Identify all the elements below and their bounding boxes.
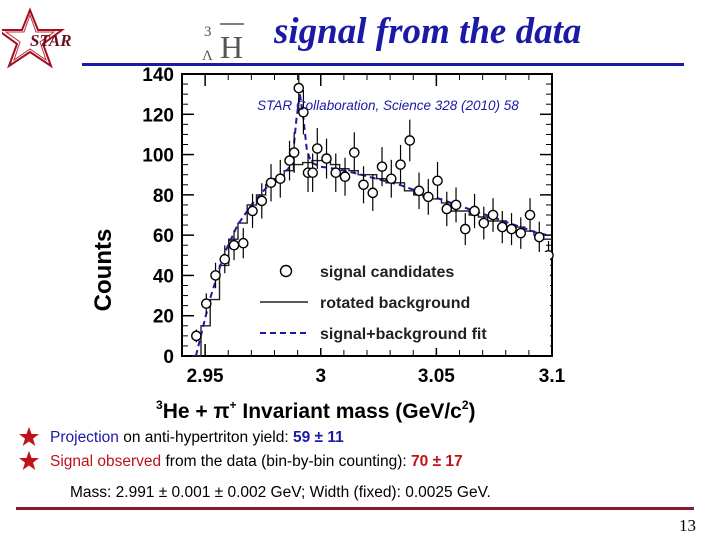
signal-candidate-point xyxy=(348,147,360,158)
y-tick-label: 100 xyxy=(142,146,174,167)
x-tick-label: 3.05 xyxy=(418,366,455,387)
page-number: 13 xyxy=(679,516,696,535)
x-label-c-sup: 2 xyxy=(462,398,469,412)
signal-candidate-point xyxy=(288,147,300,158)
x-label-he: He + π xyxy=(163,400,230,423)
bullet-projection: Projection on anti-hypertriton yield: 59… xyxy=(50,429,344,447)
bullet-signal-lead: Signal observed xyxy=(50,453,162,470)
x-axis-label: 3He + π+ Invariant mass (GeV/c2) xyxy=(156,398,476,423)
symbol-subscript: Λ xyxy=(202,48,213,64)
x-label-rest: Invariant mass (GeV/c xyxy=(237,400,463,423)
signal-candidate-point xyxy=(367,187,379,199)
signal-candidate-point xyxy=(376,161,388,172)
signal-candidate-point xyxy=(330,167,342,178)
legend-label: signal candidates xyxy=(320,264,454,281)
signal-candidate-point xyxy=(247,205,258,217)
signal-candidate-point xyxy=(274,173,286,185)
legend-marker-circle xyxy=(279,264,293,278)
y-tick-label: 40 xyxy=(153,266,174,287)
bullet-projection-value: 59 ± 11 xyxy=(292,429,344,446)
signal-candidate-point xyxy=(404,135,416,146)
signal-candidate-point xyxy=(228,239,240,251)
signal-candidate-point xyxy=(395,159,406,170)
legend-label: signal+background fit xyxy=(320,326,487,343)
signal-candidate-point xyxy=(459,223,471,235)
signal-candidate-point xyxy=(200,298,212,309)
bullet-signal-value: 70 ± 17 xyxy=(411,453,463,470)
citation: STAR Collaboration, Science 328 (2010) 5… xyxy=(257,98,519,113)
symbol-main: H xyxy=(220,29,243,64)
page-title: signal from the data xyxy=(274,11,582,52)
signal-candidate-point xyxy=(219,254,231,265)
symbol-superscript: 3 xyxy=(204,24,212,40)
title-underline xyxy=(82,63,684,66)
bullet-projection-lead: Projection xyxy=(50,429,119,446)
y-tick-label: 120 xyxy=(142,105,174,126)
x-label-end: ) xyxy=(469,400,476,423)
y-tick-label: 60 xyxy=(153,226,174,247)
signal-candidate-point xyxy=(422,191,434,203)
signal-candidate-point xyxy=(515,227,527,239)
signal-candidate-point xyxy=(210,270,221,281)
signal-candidate-point xyxy=(432,175,443,187)
footer-rule xyxy=(16,507,694,510)
signal-candidate-point xyxy=(450,199,462,211)
signal-candidate-point xyxy=(321,153,332,164)
chart-legend: signal candidates rotated background signa… xyxy=(254,252,550,348)
signal-candidate-point xyxy=(237,237,249,249)
bullet-star-icon xyxy=(19,427,39,446)
signal-candidate-point xyxy=(478,217,490,229)
signal-candidate-point xyxy=(385,173,397,185)
bullet-signal-observed: Signal observed from the data (bin-by-bi… xyxy=(50,453,463,471)
signal-candidate-point xyxy=(441,203,453,215)
y-axis-label: Counts xyxy=(90,229,117,312)
y-tick-label: 0 xyxy=(163,347,174,368)
bullet-star-icon xyxy=(19,451,39,470)
signal-candidate-point xyxy=(358,179,369,191)
signal-candidate-point xyxy=(533,231,545,243)
signal-candidate-point xyxy=(496,221,508,233)
signal-candidate-point xyxy=(191,330,202,342)
signal-candidate-point xyxy=(506,223,517,235)
star-logo-text: STAR xyxy=(30,31,72,50)
x-label-pi-sup: + xyxy=(230,398,237,412)
signal-candidate-point xyxy=(256,195,268,207)
y-tick-label: 140 xyxy=(142,66,174,86)
signal-candidate-point xyxy=(307,167,318,178)
signal-candidate-point xyxy=(524,209,536,221)
signal-candidate-point xyxy=(339,171,351,183)
star-logo: STAR xyxy=(2,7,72,69)
x-tick-label: 3 xyxy=(315,366,326,387)
bullet-projection-text: on anti-hypertriton yield: xyxy=(118,429,293,446)
legend-label: rotated background xyxy=(320,295,470,312)
signal-candidate-point xyxy=(413,185,425,197)
antihypertriton-symbol: 3 Λ H xyxy=(202,23,244,64)
signal-candidate-point xyxy=(265,177,277,189)
mass-width-line: Mass: 2.991 ± 0.001 ± 0.002 GeV; Width (… xyxy=(70,484,491,501)
signal-candidate-point xyxy=(293,82,305,94)
y-tick-label: 80 xyxy=(153,186,174,207)
signal-candidate-point xyxy=(487,209,499,221)
x-label-he-mass-sup: 3 xyxy=(156,398,163,412)
invariant-mass-chart: 0 20 40 60 80 100 120 140 2.95 3 3.05 3.1 signal ca… xyxy=(90,66,566,423)
signal-candidate-point xyxy=(469,205,480,217)
x-tick-label: 3.1 xyxy=(539,366,566,387)
bullet-signal-text: from the data (bin-by-bin counting): xyxy=(161,453,412,470)
y-tick-label: 20 xyxy=(153,307,174,328)
signal-candidate-point xyxy=(311,143,323,154)
x-tick-label: 2.95 xyxy=(187,366,224,387)
signal-candidate-point xyxy=(298,106,309,118)
